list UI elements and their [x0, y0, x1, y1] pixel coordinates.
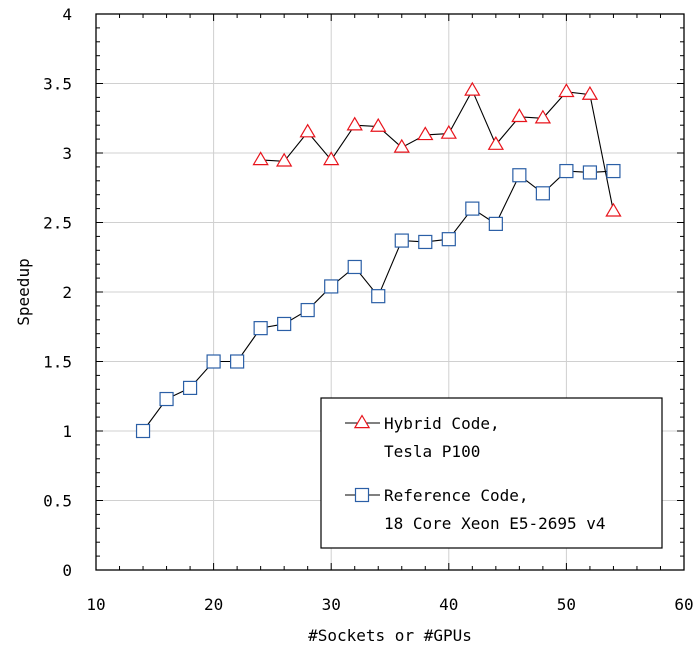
y-tick-label: 3	[62, 144, 72, 163]
y-tick-label: 0.5	[43, 492, 72, 511]
data-point	[488, 216, 503, 231]
data-point	[465, 201, 480, 216]
legend-entry-text: Hybrid Code,	[384, 414, 500, 433]
y-tick-label: 1	[62, 422, 72, 441]
series-1	[252, 81, 622, 217]
data-point	[464, 81, 481, 96]
data-point	[534, 109, 552, 124]
data-point	[347, 259, 362, 275]
data-point	[582, 165, 598, 180]
data-point	[346, 116, 363, 131]
y-tick-label: 2	[62, 283, 72, 302]
data-point	[252, 151, 269, 166]
x-axis-title: #Sockets or #GPUs	[308, 626, 472, 645]
data-point	[206, 354, 221, 369]
data-point	[277, 316, 292, 332]
data-point	[300, 302, 315, 318]
label-layer: 10 20 30 40 50 60 0 0.5 1 1.5 2 2.5 3 3.5 4	[43, 5, 694, 614]
data-point	[324, 279, 339, 294]
data-point	[605, 202, 622, 217]
data-point	[559, 163, 574, 179]
x-tick-label: 60	[674, 595, 693, 614]
x-tick-label: 40	[439, 595, 458, 614]
legend-marker	[354, 487, 370, 503]
data-point	[135, 423, 151, 439]
legend-entry-text: Reference Code,	[384, 486, 529, 505]
data-point	[606, 163, 621, 179]
tick-layer	[95, 13, 685, 571]
y-tick-label: 4	[62, 5, 72, 24]
data-point	[299, 123, 316, 138]
data-point	[417, 126, 434, 141]
data-point	[393, 138, 410, 153]
data-point	[323, 151, 340, 166]
series-line	[260, 89, 614, 212]
data-point	[558, 83, 575, 98]
x-tick-label: 30	[322, 595, 341, 614]
legend: Hybrid Code, Tesla P100 Reference Code, 18 …	[320, 397, 663, 549]
y-axis-title: Speedup	[14, 258, 33, 325]
y-tick-label: 3.5	[43, 75, 72, 94]
legend-entry-text: 18 Core Xeon E5-2695 v4	[384, 514, 606, 533]
data-point	[535, 186, 550, 201]
data-point	[159, 391, 174, 407]
x-tick-label: 50	[557, 595, 576, 614]
legend-marker	[353, 414, 371, 429]
series-2	[135, 163, 621, 439]
x-tick-label: 10	[86, 595, 105, 614]
data-point	[512, 168, 527, 183]
data-point	[370, 117, 387, 132]
data-point	[441, 232, 456, 247]
x-tick-label: 20	[204, 595, 223, 614]
y-tick-label: 0	[62, 561, 72, 580]
data-point	[487, 135, 505, 150]
data-point	[230, 354, 245, 369]
data-point	[371, 289, 386, 304]
data-point	[253, 321, 268, 336]
data-point	[581, 85, 599, 100]
data-point	[275, 152, 293, 167]
legend-entry-text: Tesla P100	[384, 442, 480, 461]
data-point	[182, 380, 198, 396]
data-point	[511, 108, 528, 123]
y-tick-label: 2.5	[43, 214, 72, 233]
data-point	[394, 233, 409, 248]
data-point	[418, 234, 433, 250]
y-tick-label: 1.5	[43, 353, 72, 372]
data-point	[440, 124, 457, 139]
series-layer	[135, 81, 622, 439]
